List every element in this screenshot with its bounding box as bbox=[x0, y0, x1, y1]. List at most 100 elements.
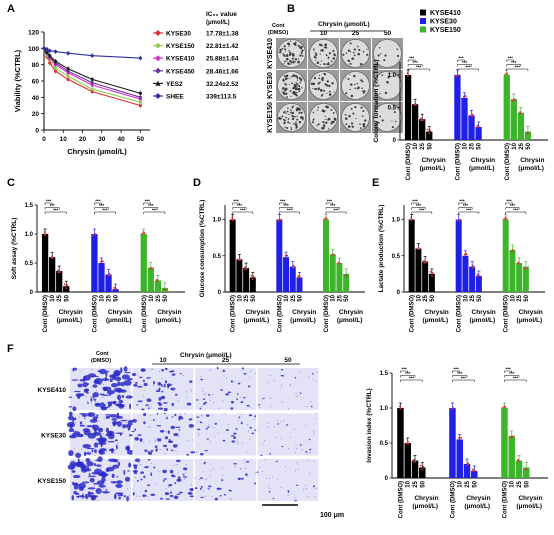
panel-b-colony bbox=[287, 107, 289, 110]
panel-f-invading-cell bbox=[98, 451, 105, 455]
panel-f-invading-cell bbox=[132, 492, 135, 496]
panel-f-invading-cell bbox=[79, 393, 85, 397]
panel-f-invading-cell bbox=[227, 391, 232, 393]
bar-chart-x-group-label: Chrysin bbox=[520, 157, 544, 164]
panel-f-pore bbox=[129, 495, 131, 497]
panel-b-colony bbox=[301, 117, 303, 120]
bar-chart-data-point bbox=[519, 111, 521, 113]
panel-b-cont-line1: Cont bbox=[272, 23, 285, 29]
panel-f-pore bbox=[269, 478, 270, 479]
panel-a-point bbox=[138, 56, 142, 60]
panel-b-colony bbox=[350, 107, 353, 110]
panel-f-invading-cell bbox=[164, 380, 167, 384]
panel-f-invading-cell bbox=[105, 415, 111, 419]
panel-f-invading-cell bbox=[113, 493, 117, 500]
panel-b-colony bbox=[286, 110, 289, 113]
panel-f-pore bbox=[135, 383, 137, 384]
significance-bracket bbox=[458, 202, 466, 205]
panel-f-invading-cell bbox=[312, 485, 316, 488]
panel-f-pore bbox=[202, 391, 204, 393]
panel-f-pore bbox=[132, 488, 134, 490]
panel-f-pore bbox=[238, 384, 240, 385]
bar-chart-y-tick-label: 1.5 bbox=[380, 371, 389, 377]
panel-f-pore bbox=[289, 385, 291, 387]
panel-f-invading-cell bbox=[165, 498, 170, 500]
panel-b-well bbox=[373, 103, 402, 132]
panel-b-dose-label: 10 bbox=[320, 30, 328, 37]
panel-f-invading-cell bbox=[137, 400, 143, 403]
bar-chart-data-point bbox=[455, 75, 458, 78]
panel-b-colony bbox=[347, 49, 351, 52]
panel-f-pore bbox=[306, 406, 308, 408]
panel-f-pore bbox=[197, 421, 199, 423]
panel-f-pore bbox=[165, 488, 167, 490]
bar-chart-data-point bbox=[299, 276, 301, 279]
panel-b-colony bbox=[284, 75, 287, 78]
bar-chart-category-label: 25 bbox=[470, 142, 476, 149]
panel-f-invading-cell bbox=[105, 467, 110, 473]
bar-chart-bar bbox=[523, 467, 530, 478]
bar-chart-data-point bbox=[463, 253, 466, 256]
panel-b-colony bbox=[317, 106, 320, 109]
panel-f-invading-cell bbox=[240, 401, 244, 403]
panel-b-colony bbox=[289, 59, 292, 63]
panel-b-colony bbox=[376, 123, 378, 125]
panel-b-colony bbox=[327, 117, 331, 121]
panel-b-colony bbox=[292, 61, 295, 64]
panel-f-invading-cell bbox=[68, 434, 78, 439]
panel-b-colony bbox=[301, 87, 303, 89]
panel-f-invading-cell bbox=[169, 494, 174, 498]
bar-chart-data-point bbox=[423, 261, 426, 264]
panel-f-invading-cell bbox=[169, 491, 173, 494]
panel-b-colony bbox=[289, 122, 291, 125]
bar-chart-bar bbox=[468, 115, 475, 140]
panel-b-legend-label: KYSE410 bbox=[430, 10, 461, 17]
panel-f-pore bbox=[289, 436, 291, 438]
bar-chart-data-point bbox=[330, 255, 333, 257]
panel-f-pore bbox=[305, 485, 307, 486]
panel-b-colony bbox=[327, 62, 330, 64]
panel-f-invading-cell bbox=[97, 472, 104, 476]
panel-b-colony bbox=[285, 92, 288, 95]
panel-f-pore bbox=[164, 473, 166, 474]
bar-chart-data-point bbox=[476, 275, 479, 277]
panel-f-invading-cell bbox=[235, 428, 238, 430]
bar-chart-data-point bbox=[406, 442, 409, 445]
panel-f-invading-cell bbox=[113, 400, 117, 405]
panel-b-colony bbox=[344, 113, 347, 116]
panel-b-colony bbox=[279, 51, 282, 54]
panel-f-invading-cell bbox=[294, 499, 297, 502]
panel-b-colony bbox=[293, 83, 296, 87]
bar-chart-data-point bbox=[506, 73, 509, 76]
panel-f-invading-cell bbox=[222, 439, 226, 442]
significance-bracket bbox=[400, 375, 416, 378]
panel-f-invading-cell bbox=[190, 451, 196, 454]
significance-bracket bbox=[411, 202, 419, 205]
panel-f-pore bbox=[196, 451, 198, 453]
panel-f-invading-cell bbox=[169, 370, 173, 373]
panel-f-invading-cell bbox=[202, 398, 206, 400]
panel-b-colony bbox=[285, 60, 287, 62]
panel-f-invading-cell bbox=[129, 434, 133, 437]
panel-f-pore bbox=[227, 424, 229, 426]
bar-chart-data-point bbox=[43, 231, 46, 234]
bar-chart-category-label: 25 bbox=[337, 294, 343, 301]
panel-a-legend-name: KYSE30 bbox=[166, 31, 191, 38]
panel-b-colony bbox=[332, 57, 336, 60]
bar-chart-bar bbox=[329, 254, 336, 292]
bar-chart-category-label: 10 bbox=[416, 294, 422, 301]
significance-bracket bbox=[452, 379, 475, 382]
panel-f-pore bbox=[97, 474, 99, 476]
panel-b-colony bbox=[351, 125, 354, 128]
panel-f-pore bbox=[264, 459, 266, 460]
panel-a-legend-ic50: 22.81±1.42 bbox=[206, 43, 239, 50]
panel-f-invading-cell bbox=[246, 404, 250, 407]
bar-chart-x-group-label: Chrysin bbox=[519, 309, 543, 316]
panel-b-colony bbox=[360, 127, 362, 129]
bar-chart-data-point bbox=[452, 407, 455, 409]
panel-b-colony bbox=[393, 111, 396, 114]
panel-f-pore bbox=[172, 374, 174, 375]
panel-f-invading-cell bbox=[71, 379, 79, 381]
bar-chart-data-point bbox=[297, 275, 300, 277]
panel-b-colony bbox=[302, 49, 305, 51]
